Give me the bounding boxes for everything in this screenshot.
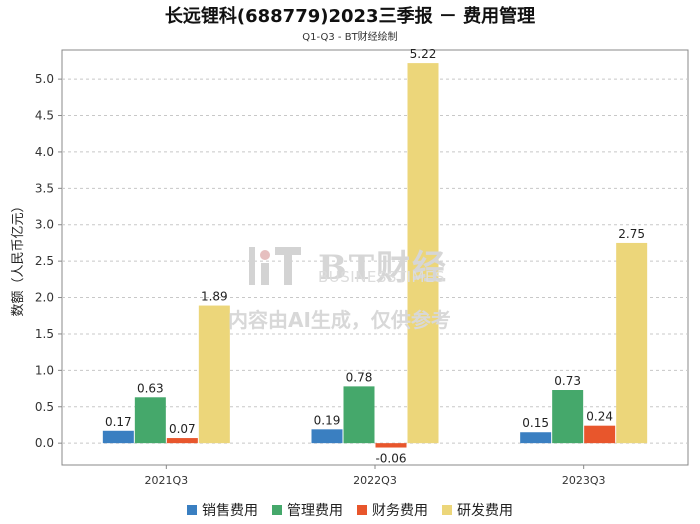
chart-title: 长远锂科(688779)2023三季报 － 费用管理	[164, 6, 536, 27]
legend-label: 研发费用	[457, 503, 513, 519]
watermark-logo-icon	[249, 247, 301, 285]
x-axis-ticks: 2021Q3 2022Q3 2023Q3	[145, 465, 606, 487]
legend-label: 财务费用	[372, 503, 428, 519]
legend-label: 销售费用	[202, 503, 258, 519]
data-label: 0.15	[522, 416, 549, 430]
y-tick-label: 1.5	[35, 327, 54, 341]
bar	[166, 438, 198, 444]
y-tick-label: 5.0	[35, 72, 54, 86]
y-tick-label: 3.5	[35, 181, 54, 195]
y-axis-label: 数额（人民币亿元）	[11, 199, 26, 316]
data-label: 5.22	[410, 47, 437, 61]
bar	[616, 242, 648, 444]
chart-subtitle: Q1-Q3 - BT财经绘制	[302, 32, 398, 43]
data-label: 0.78	[346, 370, 373, 384]
bar	[311, 429, 343, 444]
data-label: 0.07	[169, 422, 196, 436]
legend-item: 管理费用	[272, 500, 343, 520]
y-tick-label: 2.0	[35, 291, 54, 305]
y-tick-label: 0.0	[35, 436, 54, 450]
data-label: -0.06	[375, 452, 406, 466]
plot-area	[61, 49, 689, 466]
y-axis-ticks: 0.0 0.5 1.0 1.5 2.0 2.5 3.0 3.5 4.0 4.5 5.0	[35, 72, 62, 450]
x-tick-label: 2022Q3	[353, 474, 397, 487]
bar	[552, 390, 584, 444]
data-label: 1.89	[201, 290, 228, 304]
data-label: 2.75	[618, 227, 645, 241]
bar	[102, 430, 134, 444]
bar	[343, 386, 375, 444]
bar	[584, 425, 616, 444]
legend-swatch	[272, 505, 282, 515]
y-tick-label: 3.0	[35, 218, 54, 232]
data-label: 0.17	[105, 415, 132, 429]
bar	[375, 443, 407, 448]
x-tick-label: 2023Q3	[562, 474, 606, 487]
legend-swatch	[357, 505, 367, 515]
x-tick-label: 2021Q3	[145, 474, 189, 487]
watermark-notice: 内容由AI生成，仅供参考	[228, 308, 451, 332]
legend-item: 研发费用	[442, 500, 513, 520]
bars: 0.17 0.63 0.07 1.89 0.19 0.78 -0.06 5.22 0.15 0.7…	[102, 47, 648, 466]
y-tick-label: 0.5	[35, 400, 54, 414]
bar	[198, 305, 230, 444]
legend-item: 销售费用	[187, 500, 258, 520]
bar	[407, 63, 439, 444]
y-tick-label: 2.5	[35, 254, 54, 268]
data-label: 0.63	[137, 381, 164, 395]
legend-swatch	[442, 505, 452, 515]
y-tick-label: 1.0	[35, 363, 54, 377]
y-tick-label: 4.0	[35, 145, 54, 159]
bar	[520, 432, 552, 444]
legend: 销售费用 管理费用 财务费用 研发费用	[0, 500, 700, 520]
grid-lines	[62, 78, 688, 444]
bar-chart: 0.00.51.01.52.02.53.03.54.04.55.0 0.170.…	[11, 47, 689, 487]
data-label: 0.73	[554, 374, 581, 388]
legend-item: 财务费用	[357, 500, 428, 520]
data-label: 0.19	[314, 413, 341, 427]
legend-swatch	[187, 505, 197, 515]
data-label: 0.24	[586, 410, 613, 424]
watermark-brand-en: BUSINESSTIMES	[318, 268, 445, 286]
legend-label: 管理费用	[287, 503, 343, 519]
y-tick-label: 4.5	[35, 109, 54, 123]
bar	[134, 397, 166, 444]
watermark-brand: BT财经	[318, 248, 449, 288]
